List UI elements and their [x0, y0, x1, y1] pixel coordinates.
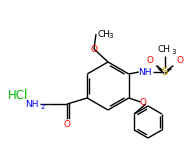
Text: 2: 2: [40, 103, 44, 109]
Text: O: O: [146, 55, 153, 65]
Text: O: O: [90, 45, 98, 53]
Text: O: O: [139, 97, 146, 107]
Text: NH: NH: [26, 99, 39, 109]
Text: CH: CH: [97, 30, 110, 38]
Text: NH: NH: [138, 67, 151, 77]
Text: HCl: HCl: [8, 89, 28, 101]
Text: CH: CH: [157, 45, 170, 53]
Text: 3: 3: [108, 33, 113, 39]
Text: O: O: [176, 55, 183, 65]
Text: O: O: [64, 120, 71, 128]
Text: 3: 3: [171, 49, 176, 55]
Text: S: S: [161, 67, 168, 77]
